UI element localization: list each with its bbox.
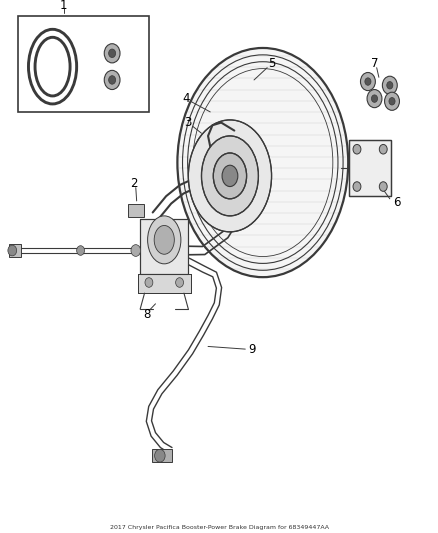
Bar [350, 140, 391, 196]
Text: 5: 5 [268, 58, 275, 70]
Circle shape [145, 278, 153, 287]
Ellipse shape [35, 37, 70, 96]
Circle shape [129, 206, 137, 215]
Bar [140, 219, 188, 274]
Text: 7: 7 [371, 58, 378, 70]
Circle shape [371, 95, 378, 102]
Circle shape [379, 182, 387, 191]
Circle shape [201, 141, 210, 152]
Circle shape [196, 135, 215, 158]
Ellipse shape [222, 165, 238, 187]
Circle shape [353, 182, 361, 191]
Ellipse shape [213, 153, 247, 199]
Circle shape [385, 92, 399, 110]
Text: 3: 3 [185, 116, 192, 129]
Text: 1: 1 [60, 0, 67, 12]
Circle shape [176, 278, 184, 287]
Bar [138, 274, 191, 293]
Bar [152, 449, 172, 462]
Circle shape [104, 70, 120, 90]
Ellipse shape [148, 216, 181, 264]
Text: 6: 6 [392, 196, 400, 209]
Bar [140, 219, 188, 274]
Circle shape [387, 82, 393, 89]
Ellipse shape [177, 48, 348, 277]
Text: 9: 9 [248, 343, 256, 356]
Bar [138, 274, 191, 293]
Circle shape [109, 76, 116, 84]
Text: 2: 2 [130, 177, 138, 190]
Text: 2017 Chrysler Pacifica Booster-Power Brake Diagram for 68349447AA: 2017 Chrysler Pacifica Booster-Power Bra… [110, 526, 328, 530]
Circle shape [365, 78, 371, 85]
Circle shape [8, 245, 17, 256]
Circle shape [136, 206, 144, 215]
Bar [18, 16, 149, 112]
Circle shape [131, 208, 135, 213]
Ellipse shape [188, 120, 272, 232]
Circle shape [389, 98, 395, 105]
Circle shape [353, 144, 361, 154]
Bar [350, 140, 391, 196]
Circle shape [109, 49, 116, 58]
Circle shape [360, 72, 375, 91]
Circle shape [382, 76, 397, 94]
Circle shape [104, 44, 120, 63]
Bar [9, 244, 21, 257]
Circle shape [138, 208, 142, 213]
Circle shape [379, 144, 387, 154]
Circle shape [77, 246, 85, 255]
Ellipse shape [154, 225, 174, 254]
Circle shape [367, 90, 382, 108]
Text: 8: 8 [143, 308, 150, 321]
Circle shape [131, 245, 141, 256]
Text: 4: 4 [182, 92, 190, 105]
Ellipse shape [201, 136, 258, 216]
Bar [128, 204, 144, 217]
Circle shape [155, 449, 165, 462]
